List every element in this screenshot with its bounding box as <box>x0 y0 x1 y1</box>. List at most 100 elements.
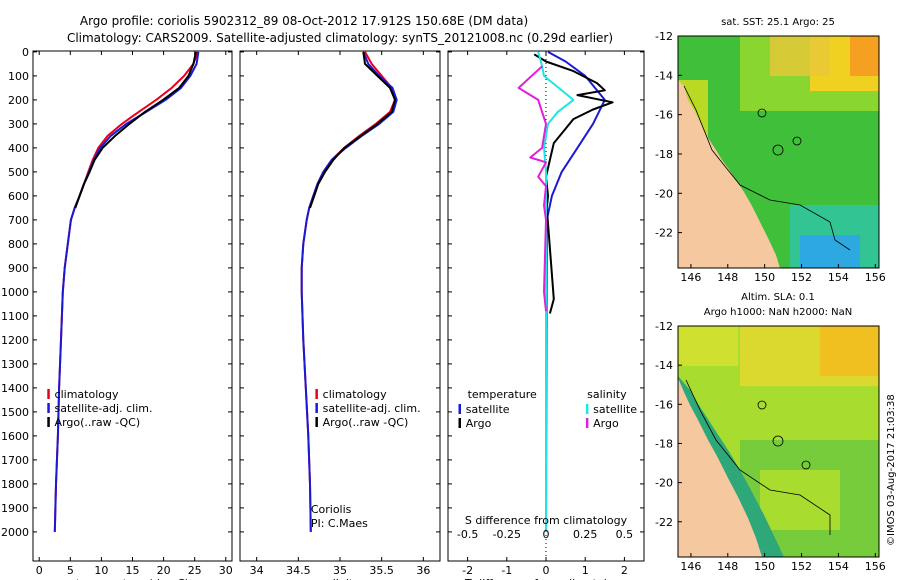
annotation-text: PI: C.Maes <box>311 517 368 530</box>
map-y-tick-label: -14 <box>655 359 673 372</box>
sst-map: sat. SST: 25.1 Argo: 25 146 148 150 152 154 1… <box>655 17 886 284</box>
map-y-tick-label: -20 <box>655 477 673 490</box>
legend-label: climatology <box>55 388 119 401</box>
sst-warm-patch-2 <box>770 36 830 76</box>
land-mass <box>678 378 762 557</box>
y-tick-label: 600 <box>8 190 29 203</box>
sla-map-axes: 146 148 150 152 154 156 -12 -14 -16 -18 -20 -22 <box>655 320 886 573</box>
map-x-tick-label: 146 <box>680 560 701 573</box>
y-tick-label: 400 <box>8 142 29 155</box>
sla-map-title: Altim. SLA: 0.1 <box>741 292 815 303</box>
map-y-tick-label: -12 <box>655 30 673 43</box>
x-tick-label: 30 <box>219 564 233 577</box>
map-y-tick-label: -16 <box>655 398 673 411</box>
map-x-tick-label: 148 <box>717 271 738 284</box>
reef-contour <box>772 435 784 447</box>
y-tick-label: 200 <box>8 94 29 107</box>
y-tick-label: 900 <box>8 262 29 275</box>
x-tick-label: -2 <box>462 564 473 577</box>
y-tick-label: 1800 <box>1 478 29 491</box>
legend-label: Argo <box>593 417 619 430</box>
salinity-profile-frame <box>239 50 441 562</box>
sla-high-patch <box>820 326 879 376</box>
reef-contour <box>792 136 802 146</box>
y-tick-label: 1700 <box>1 454 29 467</box>
x-axis-label: salinity <box>320 577 360 580</box>
salinity-profile-series <box>300 51 398 532</box>
map-x-tick-label: 150 <box>754 560 775 573</box>
y-tick-label: 700 <box>8 214 29 227</box>
sst-hot-patch <box>850 36 879 76</box>
sst-map-axes: 146 148 150 152 154 156 -12 -14 -16 -18 -20 -22 <box>655 30 886 284</box>
figure-title-line1: Argo profile: coriolis 5902312_89 08-Oct… <box>80 14 528 28</box>
y-tick-label: 0 <box>22 46 29 59</box>
s-tick-label: -0.5 <box>457 528 478 541</box>
map-x-tick-label: 156 <box>865 271 886 284</box>
map-y-tick-label: -22 <box>655 227 673 240</box>
x-tick-label: 36 <box>416 564 430 577</box>
temperature-profile-panel: 0 5 10 15 20 25 30 temperature (deg C) 0 100 200 30… <box>1 46 233 580</box>
map-y-tick-label: -22 <box>655 516 673 529</box>
legend-label: climatology <box>323 388 387 401</box>
temperature-profile-series <box>53 51 200 532</box>
series-line-T-satellite <box>545 51 606 532</box>
map-y-tick-label: -18 <box>655 437 673 450</box>
sst-map-frame <box>677 35 880 269</box>
map-x-tick-label: 150 <box>754 271 775 284</box>
y-tick-label: 2000 <box>1 526 29 539</box>
map-x-tick-label: 146 <box>680 271 701 284</box>
s-tick-label: 0.5 <box>616 528 634 541</box>
x-tick-label: 25 <box>188 564 202 577</box>
x-axis-label: T difference from climatology <box>464 577 627 580</box>
x-tick-label: 2 <box>621 564 628 577</box>
salinity-profile-panel: 34 34.5 35 35.5 36 salinity climatologysatelli… <box>239 50 441 580</box>
map-x-tick-label: 154 <box>828 560 849 573</box>
x-tick-label: -1 <box>501 564 512 577</box>
x-axis-label: temperature (deg C) <box>76 577 189 580</box>
map-y-tick-label: -20 <box>655 187 673 200</box>
legend-label: Argo <box>466 417 492 430</box>
y-tick-label: 1300 <box>1 358 29 371</box>
top-axis-label: S difference from climatology <box>465 514 628 527</box>
annotation-text: Coriolis <box>311 503 352 516</box>
x-tick-label: 1 <box>582 564 589 577</box>
x-tick-label: 5 <box>67 564 74 577</box>
map-x-tick-label: 148 <box>717 560 738 573</box>
series-line-argo <box>309 51 396 209</box>
y-tick-label: 1600 <box>1 430 29 443</box>
bathymetry-contour <box>683 85 851 251</box>
sla-map-subtitle: Argo h1000: NaN h2000: NaN <box>704 307 852 318</box>
y-tick-label: 1000 <box>1 286 29 299</box>
reef-contour <box>801 460 811 470</box>
x-tick-label: 10 <box>94 564 108 577</box>
y-tick-label: 1500 <box>1 406 29 419</box>
legend-label: satellite <box>466 403 510 416</box>
x-tick-label: 35 <box>333 564 347 577</box>
legend-title: temperature <box>468 388 537 401</box>
map-y-tick-label: -12 <box>655 320 673 333</box>
map-x-tick-label: 152 <box>791 271 812 284</box>
x-tick-label: 0 <box>543 564 550 577</box>
y-tick-label: 800 <box>8 238 29 251</box>
x-tick-label: 15 <box>126 564 140 577</box>
bathymetry-contour <box>685 379 831 535</box>
credit-text: ©IMOS 03-Aug-2017 21:03:38 <box>886 394 897 546</box>
series-line-satellite <box>300 51 398 532</box>
legend-label: Argo(..raw -QC) <box>323 416 409 429</box>
difference-profile-panel: -2 -1 0 1 2T difference from climatology S di… <box>447 50 645 580</box>
x-tick-label: 35.5 <box>369 564 394 577</box>
series-line-climatology <box>300 51 396 532</box>
s-tick-label: 0.25 <box>573 528 598 541</box>
map-x-tick-label: 152 <box>791 560 812 573</box>
x-tick-label: 0 <box>36 564 43 577</box>
x-tick-label: 20 <box>157 564 171 577</box>
sla-map-frame <box>677 325 880 558</box>
map-x-tick-label: 154 <box>828 271 849 284</box>
reef-contour <box>757 400 767 410</box>
map-x-tick-label: 156 <box>865 560 886 573</box>
series-line-satellite <box>53 51 200 532</box>
map-y-tick-label: -14 <box>655 69 673 82</box>
map-y-tick-label: -18 <box>655 148 673 161</box>
y-tick-label: 1100 <box>1 310 29 323</box>
